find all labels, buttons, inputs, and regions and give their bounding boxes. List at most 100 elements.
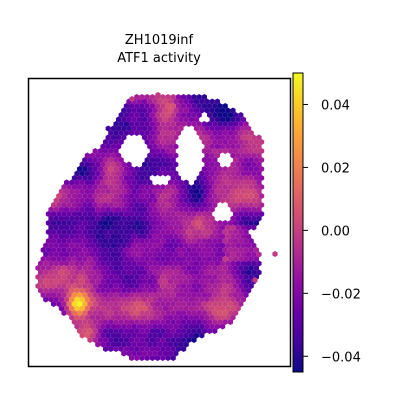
spot xyxy=(97,256,103,262)
spot xyxy=(165,94,171,100)
spot xyxy=(152,125,158,132)
spot xyxy=(170,175,176,181)
spot xyxy=(92,211,98,217)
spot xyxy=(240,287,246,294)
spot xyxy=(97,247,103,253)
spot xyxy=(160,328,166,334)
spot xyxy=(168,170,174,177)
spot xyxy=(160,265,166,271)
spot xyxy=(136,116,142,123)
spot xyxy=(82,229,88,235)
spot xyxy=(105,152,111,159)
spot xyxy=(123,202,129,208)
spot xyxy=(113,346,119,352)
spot xyxy=(212,202,218,208)
spot xyxy=(84,314,90,321)
spot xyxy=(199,170,205,177)
spot xyxy=(168,179,174,186)
spot xyxy=(235,251,241,258)
spot xyxy=(199,332,205,339)
spot xyxy=(38,287,44,294)
spot xyxy=(113,337,119,343)
spot xyxy=(246,224,252,231)
spot xyxy=(240,116,246,123)
spot xyxy=(45,292,51,298)
spot xyxy=(103,220,109,226)
spot xyxy=(214,161,220,168)
spot xyxy=(199,278,205,285)
spot xyxy=(181,121,187,127)
spot xyxy=(131,125,137,132)
spot xyxy=(142,188,148,195)
spot xyxy=(100,206,106,213)
spot xyxy=(40,256,46,262)
spot xyxy=(183,278,189,285)
spot xyxy=(108,193,114,199)
spot xyxy=(129,166,135,172)
spot xyxy=(45,274,51,280)
spot xyxy=(108,337,114,343)
spot xyxy=(113,148,119,154)
spot xyxy=(168,215,174,222)
spot xyxy=(77,193,83,199)
spot xyxy=(136,260,142,267)
spot xyxy=(142,116,148,123)
spot xyxy=(105,143,111,150)
spot xyxy=(188,197,194,204)
spot xyxy=(64,215,70,222)
spot xyxy=(191,229,197,235)
spot xyxy=(168,116,174,123)
spot xyxy=(92,229,98,235)
spot xyxy=(64,233,70,240)
spot xyxy=(126,296,132,303)
spot xyxy=(251,242,257,249)
spot xyxy=(238,193,244,199)
spot xyxy=(129,247,135,253)
spot xyxy=(204,287,210,294)
spot xyxy=(168,269,174,276)
spot xyxy=(175,265,181,271)
spot xyxy=(134,103,140,109)
spot xyxy=(230,161,236,168)
spot xyxy=(56,193,62,199)
spot xyxy=(214,125,220,132)
spot xyxy=(74,305,80,312)
spot xyxy=(118,265,124,271)
spot xyxy=(105,305,111,312)
spot xyxy=(103,139,109,145)
spot xyxy=(97,166,103,172)
spot xyxy=(121,242,127,249)
spot xyxy=(173,323,179,330)
spot xyxy=(118,319,124,325)
spot xyxy=(217,319,223,325)
spot xyxy=(121,233,127,240)
spot xyxy=(199,314,205,321)
spot xyxy=(238,202,244,208)
spot xyxy=(100,296,106,303)
spot xyxy=(183,206,189,213)
spot xyxy=(103,256,109,262)
spot xyxy=(118,274,124,280)
spot xyxy=(170,310,176,316)
spot xyxy=(175,301,181,307)
spot xyxy=(40,247,46,253)
spot xyxy=(147,314,153,321)
spot xyxy=(243,274,249,280)
spot xyxy=(100,179,106,186)
spot xyxy=(173,287,179,294)
spot xyxy=(173,197,179,204)
spot xyxy=(233,202,239,208)
spot xyxy=(212,292,218,298)
spot xyxy=(48,296,54,303)
spot xyxy=(64,305,70,312)
spot xyxy=(220,287,226,294)
spot xyxy=(225,278,231,285)
spot xyxy=(95,170,101,177)
spot xyxy=(92,274,98,280)
spot xyxy=(233,238,239,244)
spot xyxy=(233,211,239,217)
spot xyxy=(110,161,116,168)
spot xyxy=(48,206,54,213)
spot xyxy=(240,188,246,195)
spot xyxy=(58,215,64,222)
